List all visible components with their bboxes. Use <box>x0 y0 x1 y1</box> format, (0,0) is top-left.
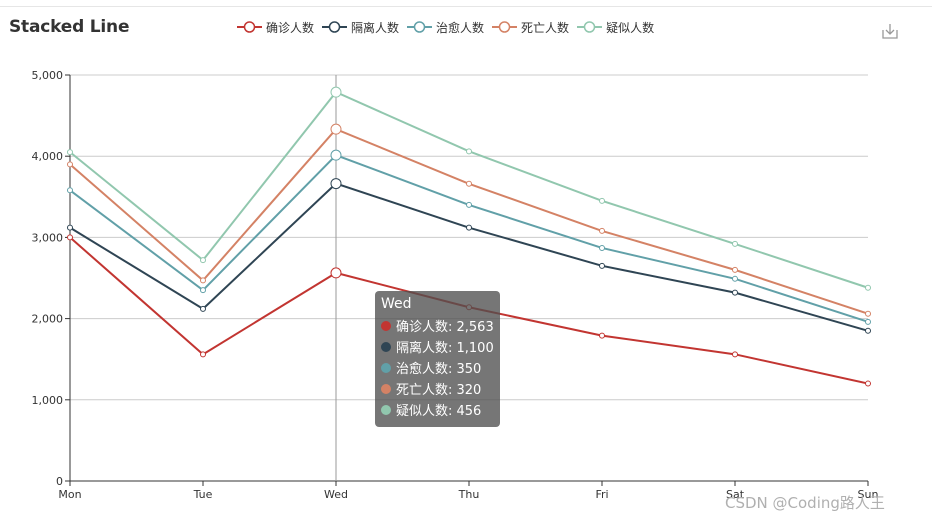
data-point <box>865 327 871 334</box>
tooltip-title: Wed <box>381 296 412 312</box>
data-point <box>67 187 73 194</box>
x-tick-label: Mon <box>58 488 81 501</box>
data-point <box>466 148 472 155</box>
data-point <box>200 277 206 284</box>
legend-symbol-icon <box>492 21 518 33</box>
data-point <box>599 244 605 251</box>
tooltip-marker <box>381 362 391 373</box>
data-point <box>67 224 73 231</box>
x-tick-label: Wed <box>324 488 348 501</box>
legend: 确诊人数 隔离人数 治愈人数 死亡人数 疑似人数 <box>237 17 662 37</box>
tooltip-row: 确诊人数: 2,563 <box>381 315 500 336</box>
series-line <box>69 90 869 289</box>
x-tick-label: Tue <box>193 488 213 501</box>
data-point <box>330 178 342 190</box>
watermark: CSDN @Coding路人王 <box>725 494 885 512</box>
data-point <box>466 180 472 187</box>
download-icon[interactable] <box>880 21 900 41</box>
tooltip-marker <box>381 383 391 394</box>
data-point <box>67 234 73 241</box>
top-divider <box>0 6 932 7</box>
tooltip-row: 治愈人数: 350 <box>381 357 500 378</box>
data-point <box>200 287 206 294</box>
data-point <box>466 224 472 231</box>
data-point <box>330 86 342 98</box>
tooltip-label: 死亡人数: 320 <box>396 383 482 398</box>
legend-label: 隔离人数 <box>351 20 400 35</box>
tooltip: Wed 确诊人数: 2,563 隔离人数: 1,100 治愈人数: 350 死亡人数:… <box>375 291 500 427</box>
data-point <box>865 284 871 291</box>
data-point <box>599 332 605 339</box>
y-tick-label: 1,000 <box>32 394 64 407</box>
x-tick-label: Fri <box>595 488 608 501</box>
chart-title: Stacked Line <box>9 17 130 37</box>
legend-symbol-icon <box>237 21 262 33</box>
y-tick-label: 4,000 <box>32 150 64 163</box>
x-tick-label: Sun <box>858 488 879 501</box>
data-point <box>599 197 605 204</box>
legend-label: 治愈人数 <box>436 20 485 35</box>
data-point <box>732 275 738 282</box>
y-tick-label: 0 <box>56 475 63 488</box>
tooltip-label: 治愈人数: 350 <box>396 362 482 377</box>
tooltip-marker <box>381 404 391 415</box>
data-point <box>200 351 206 358</box>
data-point <box>865 380 871 387</box>
data-point <box>67 161 73 168</box>
data-point <box>732 266 738 273</box>
data-point <box>732 289 738 296</box>
data-point <box>200 305 206 312</box>
y-tick-label: 3,000 <box>32 231 64 244</box>
legend-label: 疑似人数 <box>606 20 655 35</box>
tooltip-label: 确诊人数: 2,563 <box>396 320 494 335</box>
legend-item[interactable]: 确诊人数 <box>237 17 314 37</box>
data-point <box>865 310 871 317</box>
tooltip-row: 隔离人数: 1,100 <box>381 336 500 357</box>
data-point <box>200 257 206 264</box>
x-tick-label: Thu <box>458 488 480 501</box>
legend-item[interactable]: 治愈人数 <box>407 17 484 37</box>
series-line <box>69 127 869 315</box>
data-point <box>466 201 472 208</box>
legend-symbol-icon <box>322 21 348 33</box>
tooltip-marker <box>381 320 391 331</box>
tooltip-label: 疑似人数: 456 <box>396 404 482 419</box>
legend-item[interactable]: 死亡人数 <box>492 17 569 37</box>
tooltip-row: 疑似人数: 456 <box>381 399 500 420</box>
y-tick-label: 2,000 <box>32 313 64 326</box>
data-point <box>599 227 605 234</box>
legend-item[interactable]: 疑似人数 <box>577 17 654 37</box>
legend-item[interactable]: 隔离人数 <box>322 17 399 37</box>
x-tick-label: Sat <box>726 488 745 501</box>
data-point <box>330 149 342 161</box>
legend-symbol-icon <box>577 21 603 33</box>
tooltip-label: 隔离人数: 1,100 <box>396 341 494 356</box>
data-point <box>599 262 605 269</box>
tooltip-row: 死亡人数: 320 <box>381 378 500 399</box>
tooltip-marker <box>381 341 391 352</box>
data-point <box>67 149 73 156</box>
data-point <box>330 123 342 135</box>
data-point <box>732 240 738 247</box>
data-point <box>865 318 871 325</box>
legend-label: 死亡人数 <box>521 20 570 35</box>
legend-label: 确诊人数 <box>266 20 315 35</box>
y-tick-label: 5,000 <box>32 69 64 82</box>
data-point <box>330 267 342 279</box>
legend-symbol-icon <box>407 21 433 33</box>
data-point <box>732 351 738 358</box>
